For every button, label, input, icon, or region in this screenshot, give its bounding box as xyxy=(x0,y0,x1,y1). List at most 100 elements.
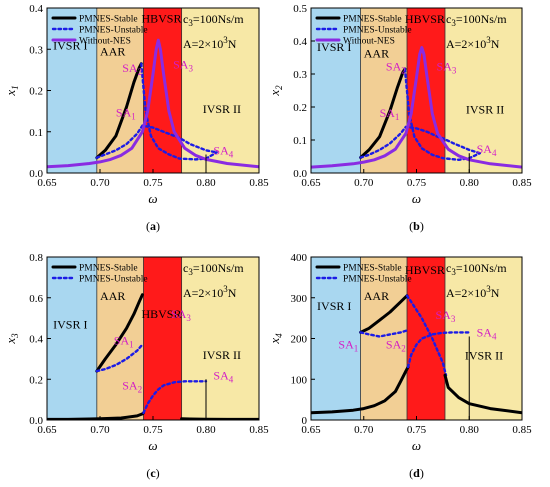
legend-entry-unstable: PMNES-Unstable xyxy=(79,275,148,285)
sa-label-sub: 4 xyxy=(492,331,497,341)
param-amplitude-base: A=2×10 xyxy=(446,286,486,300)
sa-label-main: SA xyxy=(122,61,138,75)
legend-entry-stable: PMNES-Stable xyxy=(343,264,402,274)
param-amplitude-exp: 3 xyxy=(223,284,228,294)
sa-label-sub: 1 xyxy=(395,112,400,122)
y-axis-label-main: x xyxy=(3,90,18,97)
legend-entry-stable: PMNES-Stable xyxy=(79,15,138,25)
sa-label: SA3 xyxy=(171,307,191,323)
sa-label-sub: 3 xyxy=(188,64,193,74)
region-hbvsr xyxy=(143,257,182,420)
param-damping-symbol: c xyxy=(183,12,188,26)
parameter-text: c3=100Ns/mA=2×103N xyxy=(446,12,507,51)
param-amplitude-unit: N xyxy=(228,37,237,51)
sa-label-main: SA xyxy=(171,307,187,321)
region-ivsr-i xyxy=(47,8,97,173)
x-axis-label: ω xyxy=(148,191,157,206)
x-tick-label: 0.65 xyxy=(301,177,321,189)
x-tick-label: 0.75 xyxy=(143,177,163,189)
sa-label-sub: 4 xyxy=(229,374,234,384)
y-axis-label: x3 xyxy=(3,333,20,345)
y-axis-label: x2 xyxy=(267,85,284,97)
param-damping-symbol: c xyxy=(446,261,451,275)
y-tick-label: 200 xyxy=(291,334,308,346)
region-label-hbvsr: HBVSR xyxy=(141,307,181,321)
y-axis-label-main: x xyxy=(3,338,18,345)
caption-letter: c xyxy=(150,466,156,480)
sa-label-main: SA xyxy=(114,334,130,348)
x-tick-label: 0.65 xyxy=(301,424,321,436)
sa-label-main: SA xyxy=(437,60,453,74)
series-line-unstable xyxy=(405,294,448,377)
param-amplitude-base: A=2×10 xyxy=(446,37,486,51)
x-tick-label: 0.65 xyxy=(37,424,57,436)
param-damping-sub: 3 xyxy=(451,18,456,28)
sa-label: SA1 xyxy=(380,106,400,122)
x-tick-label: 0.65 xyxy=(37,177,57,189)
caption-open: ( xyxy=(409,219,413,233)
y-tick-label: 0.3 xyxy=(29,44,43,56)
series-group xyxy=(311,46,522,169)
region-label-ivsr-i: IVSR I xyxy=(317,299,351,313)
series-line-without xyxy=(311,46,522,169)
region-aar xyxy=(360,257,408,420)
y-tick-label: 0.6 xyxy=(29,293,43,305)
series-line-stable xyxy=(180,417,259,420)
sa-label: SA1 xyxy=(116,105,136,121)
caption-close: ) xyxy=(156,466,160,480)
param-damping-value: =100Ns/m xyxy=(456,12,507,26)
sa-label: SA4 xyxy=(213,368,233,384)
x-axis-label: ω xyxy=(412,438,421,453)
x-axis-label: ω xyxy=(148,438,157,453)
panel-caption: (b) xyxy=(409,219,424,233)
caption-open: ( xyxy=(146,466,150,480)
sa-label: SA3 xyxy=(173,58,193,74)
param-damping-sub: 3 xyxy=(188,18,193,28)
region-label-ivsr-ii: IVSR II xyxy=(466,103,504,117)
series-line-stable xyxy=(47,411,145,420)
param-amplitude-unit: N xyxy=(491,37,500,51)
legend-entry-unstable: PMNES-Unstable xyxy=(343,26,412,36)
region-label-ivsr-i: IVSR I xyxy=(317,40,351,54)
legend-entry-without: Without-NES xyxy=(79,37,131,47)
x-tick-label: 0.85 xyxy=(249,177,269,189)
region-label-aar: AAR xyxy=(100,289,125,303)
series-line-unstable xyxy=(95,343,144,373)
series-line-unstable xyxy=(95,124,218,159)
region-label-aar: AAR xyxy=(364,47,389,61)
x-axis-label: ω xyxy=(412,191,421,206)
x-tick-label: 0.70 xyxy=(354,177,374,189)
x-tick-label: 0.75 xyxy=(407,424,427,436)
panel-caption: (c) xyxy=(146,466,159,480)
sa-label: SA4 xyxy=(213,143,233,159)
parameter-text: c3=100Ns/mA=2×103N xyxy=(446,261,507,300)
region-ivsr-ii xyxy=(444,257,522,420)
legend-entry-without: Without-NES xyxy=(343,37,395,47)
param-amplitude: A=2×103N xyxy=(446,35,500,51)
sa-label: SA4 xyxy=(477,325,497,341)
sa-label-main: SA xyxy=(386,338,402,352)
y-tick-label: 0.1 xyxy=(29,127,43,139)
y-axis-label-sub: 4 xyxy=(274,333,284,338)
sa-label: SA1 xyxy=(338,338,358,354)
y-axis-label-sub: 1 xyxy=(10,85,20,90)
series-line-unstable xyxy=(406,331,471,369)
param-damping: c3=100Ns/m xyxy=(446,261,507,277)
region-label-ivsr-i: IVSR I xyxy=(53,317,87,331)
sa-label-main: SA xyxy=(338,338,354,352)
sa-label-main: SA xyxy=(477,325,493,339)
caption-close: ) xyxy=(156,219,160,233)
sa-label-main: SA xyxy=(122,378,138,392)
sa-label: SA1 xyxy=(114,334,134,350)
sa-label-sub: 2 xyxy=(138,67,143,77)
param-amplitude-exp: 3 xyxy=(223,35,228,45)
legend-entry-stable: PMNES-Stable xyxy=(343,15,402,25)
region-label-hbvsr: HBVSR xyxy=(141,11,181,25)
region-aar xyxy=(96,8,144,173)
y-tick-label: 0.4 xyxy=(29,334,43,346)
parameter-text: c3=100Ns/mA=2×103N xyxy=(183,261,244,300)
sa-label-main: SA xyxy=(116,105,132,119)
region-hbvsr xyxy=(407,257,445,420)
series-line-stable xyxy=(443,373,522,415)
